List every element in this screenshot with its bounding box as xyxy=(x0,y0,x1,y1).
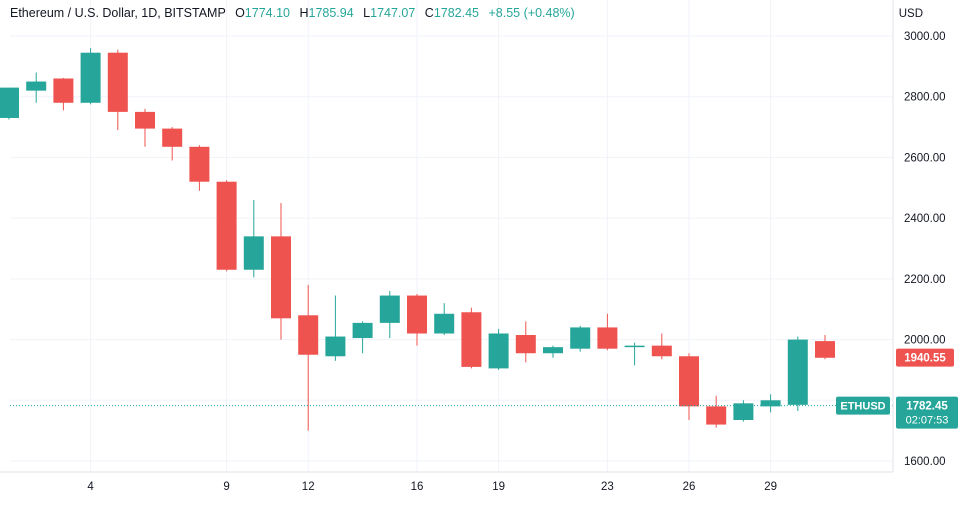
candle-body-up xyxy=(488,333,509,369)
y-tick-label: 2200.00 xyxy=(904,274,946,286)
high-value: 1785.94 xyxy=(308,6,354,20)
candle-body-up xyxy=(0,87,19,118)
candle-body-down xyxy=(515,335,536,354)
y-tick-label: 1600.00 xyxy=(904,456,946,468)
candle-body-down xyxy=(706,406,727,425)
low-value: 1747.07 xyxy=(370,6,416,20)
x-tick-label: 29 xyxy=(764,481,777,493)
prev-close-price-label: 1940.55 xyxy=(904,353,946,365)
candle-body-down xyxy=(651,345,672,357)
y-tick-label: 2800.00 xyxy=(904,92,946,104)
candle-body-down xyxy=(189,146,210,182)
last-price-label: 1782.45 xyxy=(906,401,948,413)
grid-layer xyxy=(10,0,893,472)
y-tick-label: 2000.00 xyxy=(904,335,946,347)
candles-layer xyxy=(0,48,835,431)
candle-body-up xyxy=(243,236,264,270)
x-tick-label: 12 xyxy=(302,481,315,493)
currency-label: USD xyxy=(898,8,923,20)
candle-body-up xyxy=(733,403,754,421)
candle-body-up xyxy=(787,339,808,405)
close-value: 1782.45 xyxy=(433,6,480,20)
candle-body-up xyxy=(325,336,346,357)
open-label: O xyxy=(235,6,245,20)
x-tick-label: 4 xyxy=(87,481,94,493)
candle-body-up xyxy=(352,322,373,339)
y-tick-label: 2400.00 xyxy=(904,213,946,225)
candle-body-down xyxy=(271,236,291,319)
countdown-label: 02:07:53 xyxy=(906,415,949,427)
candle-body-up xyxy=(26,81,47,91)
candle-body-up xyxy=(434,313,455,334)
candle-body-down xyxy=(407,295,427,334)
axes-layer: 1600.00 2000.00 2200.00 2400.00 2600.00 2800.… xyxy=(0,0,946,493)
y-tick-label: 2600.00 xyxy=(904,152,946,164)
candle-body-down xyxy=(53,78,74,103)
symbol-badge-label: ETHUSD xyxy=(840,401,885,413)
open-value: 1774.10 xyxy=(244,6,290,20)
candle-body-down xyxy=(162,128,183,147)
symbol-title: Ethereum / U.S. Dollar, 1D, BITSTAMP xyxy=(10,6,226,20)
last-price-badge xyxy=(896,396,958,429)
symbol-badge xyxy=(836,396,890,415)
candle-body-up xyxy=(760,400,781,407)
x-tick-label: 19 xyxy=(492,481,505,493)
candle-body-up xyxy=(570,327,591,349)
candle-body-up xyxy=(80,52,101,103)
high-label: H xyxy=(299,6,309,20)
y-tick-label: 3000.00 xyxy=(904,31,946,43)
candle-body-up xyxy=(624,345,645,348)
candle-body-down xyxy=(216,181,237,270)
price-badges-layer: 1940.55 ETHUSD 1782.45 02:07:53 xyxy=(836,348,958,429)
candle-body-down xyxy=(135,111,155,129)
chart-legend: Ethereum / U.S. Dollar, 1D, BITSTAMP O17… xyxy=(10,6,575,20)
candle-body-down xyxy=(815,341,835,358)
candle-body-down xyxy=(298,315,319,355)
candle-body-down xyxy=(679,356,699,407)
candle-body-up xyxy=(543,347,563,354)
change-value: +8.55 (+0.48%) xyxy=(488,6,575,20)
candle-body-down xyxy=(597,327,618,349)
x-tick-label: 9 xyxy=(223,481,229,493)
x-tick-label: 26 xyxy=(683,481,696,493)
candle-body-down xyxy=(461,312,482,367)
low-label: L xyxy=(363,6,371,20)
candle-body-up xyxy=(379,295,400,323)
prev-close-badge xyxy=(896,348,954,367)
x-tick-label: 16 xyxy=(411,481,424,493)
candle-body-down xyxy=(107,52,128,112)
x-tick-label: 23 xyxy=(601,481,614,493)
close-label: C xyxy=(424,6,434,20)
